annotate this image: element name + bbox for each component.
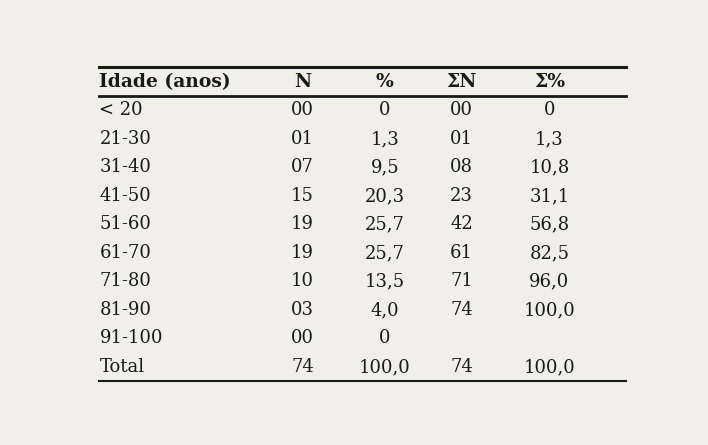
- Text: 61-70: 61-70: [99, 244, 152, 262]
- Text: 71: 71: [450, 272, 473, 291]
- Text: 1,3: 1,3: [535, 130, 564, 148]
- Text: 00: 00: [291, 329, 314, 348]
- Text: 19: 19: [291, 244, 314, 262]
- Text: 10: 10: [291, 272, 314, 291]
- Text: 4,0: 4,0: [370, 301, 399, 319]
- Text: 100,0: 100,0: [359, 358, 411, 376]
- Text: 00: 00: [450, 101, 473, 119]
- Text: 25,7: 25,7: [365, 215, 405, 234]
- Text: 96,0: 96,0: [530, 272, 569, 291]
- Text: 74: 74: [450, 301, 473, 319]
- Text: 74: 74: [291, 358, 314, 376]
- Text: 00: 00: [291, 101, 314, 119]
- Text: 31-40: 31-40: [99, 158, 152, 176]
- Text: 0: 0: [379, 329, 391, 348]
- Text: 01: 01: [291, 130, 314, 148]
- Text: 81-90: 81-90: [99, 301, 152, 319]
- Text: 1,3: 1,3: [370, 130, 399, 148]
- Text: 100,0: 100,0: [523, 358, 576, 376]
- Text: 13,5: 13,5: [365, 272, 405, 291]
- Text: 10,8: 10,8: [530, 158, 569, 176]
- Text: Idade (anos): Idade (anos): [99, 73, 231, 91]
- Text: 51-60: 51-60: [99, 215, 152, 234]
- Text: 61: 61: [450, 244, 473, 262]
- Text: 15: 15: [291, 187, 314, 205]
- Text: 56,8: 56,8: [530, 215, 569, 234]
- Text: 0: 0: [544, 101, 555, 119]
- Text: 20,3: 20,3: [365, 187, 405, 205]
- Text: 74: 74: [450, 358, 473, 376]
- Text: 01: 01: [450, 130, 473, 148]
- Text: 31,1: 31,1: [530, 187, 569, 205]
- Text: 91-100: 91-100: [99, 329, 163, 348]
- Text: 9,5: 9,5: [370, 158, 399, 176]
- Text: 08: 08: [450, 158, 473, 176]
- Text: ΣN: ΣN: [447, 73, 476, 91]
- Text: 82,5: 82,5: [530, 244, 569, 262]
- Text: Σ%: Σ%: [534, 73, 565, 91]
- Text: 21-30: 21-30: [99, 130, 152, 148]
- Text: < 20: < 20: [99, 101, 143, 119]
- Text: 41-50: 41-50: [99, 187, 152, 205]
- Text: 71-80: 71-80: [99, 272, 152, 291]
- Text: 03: 03: [291, 301, 314, 319]
- Text: 19: 19: [291, 215, 314, 234]
- Text: 23: 23: [450, 187, 473, 205]
- Text: 42: 42: [450, 215, 473, 234]
- Text: %: %: [376, 73, 394, 91]
- Text: 07: 07: [291, 158, 314, 176]
- Text: 0: 0: [379, 101, 391, 119]
- Text: 25,7: 25,7: [365, 244, 405, 262]
- Text: Total: Total: [99, 358, 144, 376]
- Text: 100,0: 100,0: [523, 301, 576, 319]
- Text: N: N: [294, 73, 311, 91]
